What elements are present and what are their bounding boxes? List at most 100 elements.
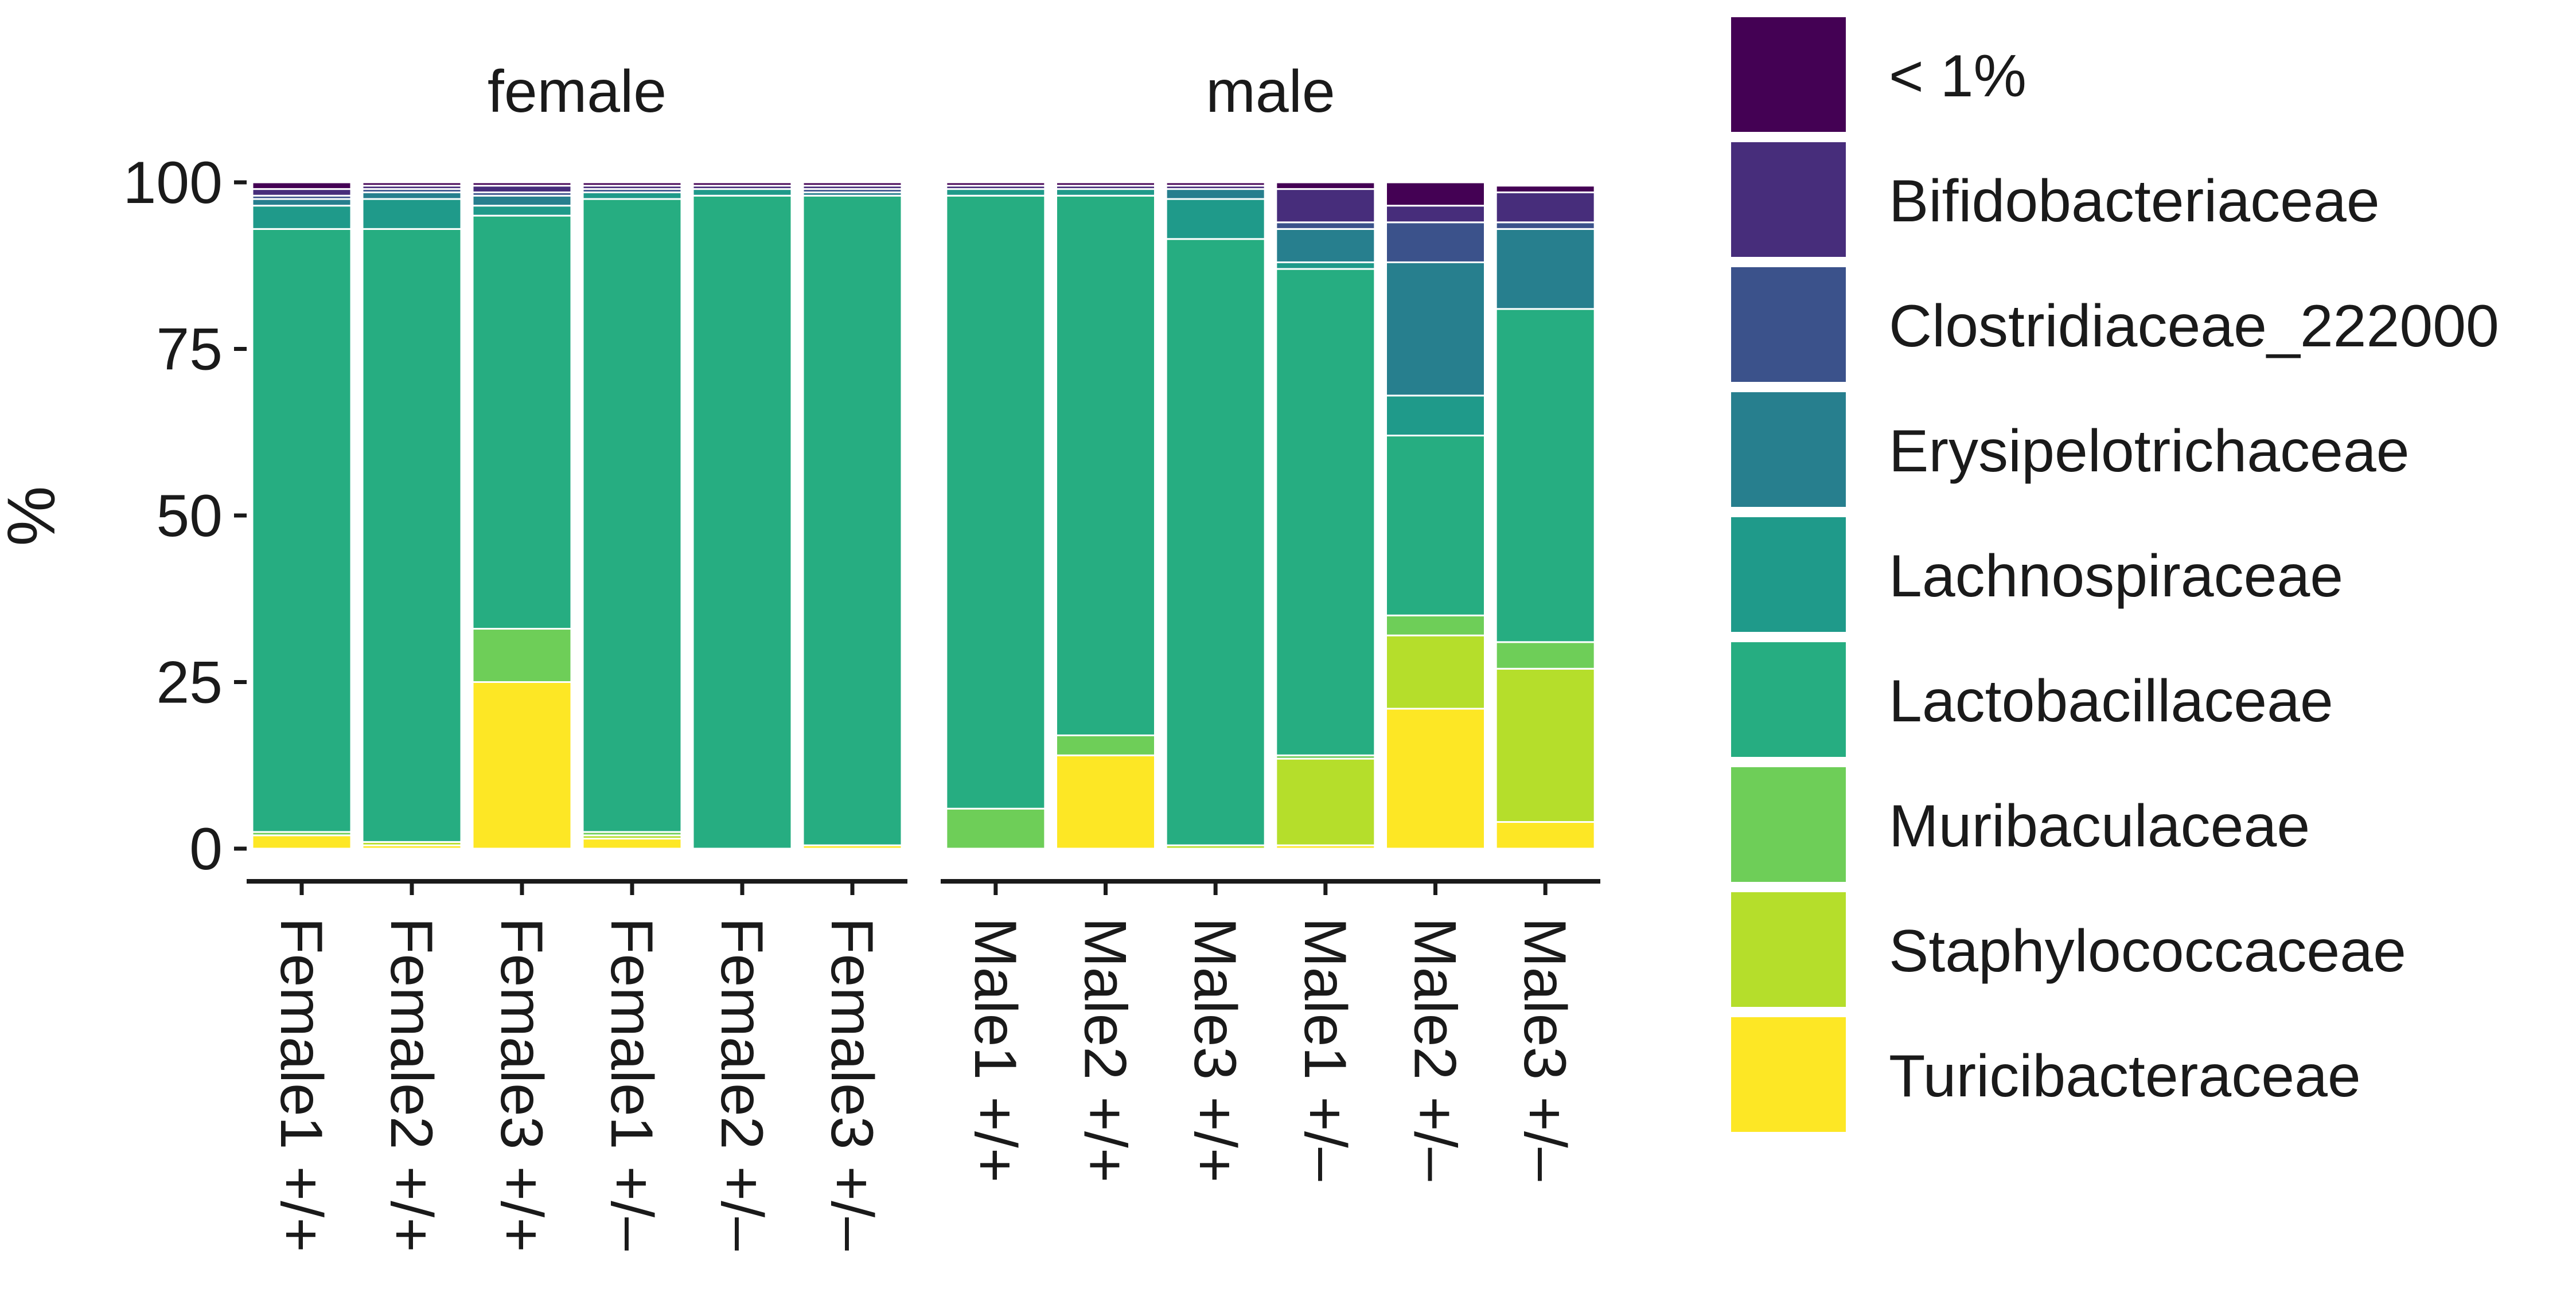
- legend-label: Muribaculaceae: [1889, 793, 2310, 860]
- legend-item-clostridiaceae-222000: Clostridiaceae_222000: [1731, 267, 2499, 382]
- x-tick-label: Male3 +/+: [1182, 917, 1248, 1183]
- panel-title: female: [488, 58, 667, 125]
- segment-erysipelotrichaceae: [1495, 228, 1596, 310]
- segment-lactobacillaceae: [692, 194, 793, 850]
- legend-key: [1731, 767, 1846, 882]
- segment-erysipelotrichaceae: [251, 198, 352, 207]
- legend-item-1: < 1%: [1731, 17, 2026, 132]
- y-axis: 0 25 50 75 100: [123, 150, 247, 882]
- legend-item-lactobacillaceae: Lactobacillaceae: [1731, 642, 2333, 757]
- segment-erysipelotrichaceae: [361, 191, 462, 200]
- legend-item-muribaculaceae: Muribaculaceae: [1731, 767, 2310, 882]
- x-tick-label: Female3 +/+: [488, 917, 555, 1252]
- segment-bifidobacteriaceae: [251, 188, 352, 197]
- segment-lachnospiraceae: [945, 188, 1046, 197]
- segment-1: [361, 181, 462, 187]
- panel-female: female Female1 +/+ Female2 +/+ Female3 +/+ F…: [247, 58, 907, 1252]
- x-tick-label: Male1 +/+: [962, 917, 1028, 1183]
- segment-muribaculaceae: [1055, 734, 1156, 756]
- segment-lachnospiraceae: [582, 191, 683, 200]
- segment-lactobacillaceae: [582, 198, 683, 833]
- legend-label: Clostridiaceae_222000: [1889, 293, 2499, 360]
- segment-erysipelotrichaceae: [1165, 188, 1266, 200]
- segment-lactobacillaceae: [361, 228, 462, 843]
- segment-lactobacillaceae: [1495, 308, 1596, 643]
- segment-muribaculaceae: [471, 628, 572, 683]
- x-tick-label: Male1 +/–: [1292, 917, 1358, 1181]
- bar-male1: [1275, 181, 1376, 850]
- segment-bifidobacteriaceae: [471, 185, 572, 193]
- legend-key: [1731, 392, 1846, 507]
- legend-key: [1731, 142, 1846, 257]
- y-tick-label: 50: [156, 483, 223, 549]
- segment-lactobacillaceae: [251, 228, 352, 833]
- segment-1: [1385, 181, 1486, 207]
- segment-turicibacteraceae: [582, 838, 683, 850]
- segment-1: [692, 181, 793, 187]
- legend: < 1% Bifidobacteriaceae Clostridiaceae_222…: [1731, 17, 2499, 1132]
- segment-erysipelotrichaceae: [471, 194, 572, 207]
- legend-label: Lachnospiraceae: [1889, 543, 2343, 610]
- segment-turicibacteraceae: [471, 681, 572, 850]
- legend-item-staphylococcaceae: Staphylococcaceae: [1731, 892, 2406, 1007]
- bar-female3: [802, 181, 903, 850]
- segment-staphylococcaceae: [1495, 667, 1596, 823]
- segment-1: [1495, 185, 1596, 193]
- segment-lactobacillaceae: [802, 194, 903, 846]
- segment-lachnospiraceae: [1385, 394, 1486, 437]
- segment-erysipelotrichaceae: [1385, 261, 1486, 397]
- segment-muribaculaceae: [1385, 614, 1486, 636]
- legend-label: Bifidobacteriaceae: [1889, 168, 2380, 235]
- y-tick-label: 0: [189, 816, 223, 882]
- segment-lactobacillaceae: [471, 214, 572, 630]
- bar-male3: [1165, 181, 1266, 850]
- segment-turicibacteraceae: [251, 834, 352, 850]
- segment-staphylococcaceae: [1275, 757, 1376, 846]
- bar-male1: [945, 181, 1046, 850]
- legend-label: Erysipelotrichaceae: [1889, 418, 2410, 485]
- segment-clostridiaceae-222000: [1275, 221, 1376, 230]
- y-tick-label: 25: [156, 650, 223, 716]
- panel-title: male: [1206, 58, 1335, 125]
- panel-male: male Male1 +/+ Male2 +/+ Male3 +/+ Male1 +/–…: [941, 58, 1600, 1183]
- segment-1: [945, 181, 1046, 187]
- segment-lactobacillaceae: [1275, 268, 1376, 756]
- segment-lactobacillaceae: [1055, 194, 1156, 736]
- bar-male2: [1055, 181, 1156, 850]
- segment-lachnospiraceae: [692, 188, 793, 197]
- legend-key: [1731, 517, 1846, 632]
- legend-label: Lactobacillaceae: [1889, 668, 2333, 735]
- legend-item-erysipelotrichaceae: Erysipelotrichaceae: [1731, 392, 2410, 507]
- y-tick-label: 100: [123, 150, 223, 216]
- legend-item-turicibacteraceae: Turicibacteraceae: [1731, 1017, 2361, 1132]
- segment-lactobacillaceae: [1385, 435, 1486, 616]
- x-tick-label: Male2 +/+: [1072, 917, 1139, 1183]
- bar-male3: [1495, 185, 1596, 850]
- segment-turicibacteraceae: [1385, 708, 1486, 850]
- segment-1: [1055, 181, 1156, 187]
- segment-1: [582, 181, 683, 187]
- segment-1: [471, 181, 572, 187]
- segment-muribaculaceae: [945, 807, 1046, 850]
- segment-clostridiaceae-222000: [1495, 221, 1596, 230]
- legend-label: < 1%: [1889, 43, 2026, 110]
- segment-1: [251, 181, 352, 190]
- chart-panels: female Female1 +/+ Female2 +/+ Female3 +/+ F…: [247, 58, 1600, 1252]
- y-axis-label: %: [0, 486, 69, 546]
- legend-label: Staphylococcaceae: [1889, 918, 2406, 985]
- segment-lactobacillaceae: [1165, 238, 1266, 846]
- segment-bifidobacteriaceae: [1495, 191, 1596, 224]
- legend-key: [1731, 1017, 1846, 1132]
- x-tick-label: Male3 +/–: [1511, 917, 1578, 1181]
- x-tick-label: Female2 +/–: [708, 917, 775, 1251]
- segment-turicibacteraceae: [1055, 754, 1156, 850]
- segment-lactobacillaceae: [945, 194, 1046, 810]
- y-tick-label: 75: [156, 317, 223, 383]
- bar-male2: [1385, 181, 1486, 850]
- segment-1: [1165, 181, 1266, 187]
- legend-item-bifidobacteriaceae: Bifidobacteriaceae: [1731, 142, 2380, 257]
- segment-1: [1275, 181, 1376, 190]
- segment-lachnospiraceae: [1275, 261, 1376, 270]
- segment-lachnospiraceae: [471, 205, 572, 217]
